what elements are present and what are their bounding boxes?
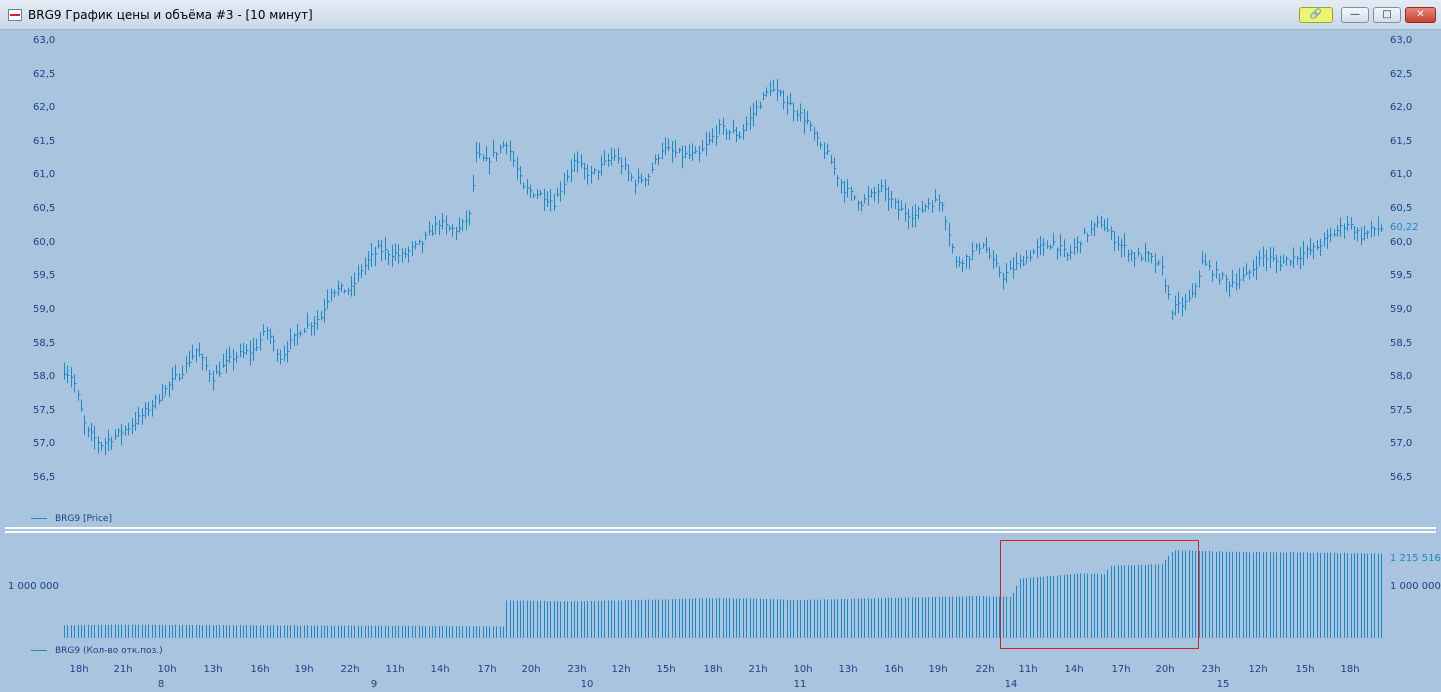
date-tick-label: 14 (1004, 679, 1018, 690)
time-tick-label: 16h (884, 664, 904, 675)
price-tick-right: 62,5 (1390, 68, 1413, 80)
price-tick-left: 58,5 (33, 337, 56, 349)
price-tick-left: 61,0 (33, 169, 56, 181)
price-tick-left: 57,0 (33, 438, 56, 450)
volume-series (64, 550, 1382, 638)
price-tick-left: 62,5 (33, 68, 56, 80)
time-tick-label: 18h (1340, 664, 1360, 675)
price-tick-left: 61,5 (33, 135, 56, 147)
time-tick-label: 17h (477, 664, 497, 675)
price-tick-right: 57,5 (1390, 404, 1413, 416)
price-tick-right: 58,0 (1390, 371, 1413, 383)
price-tick-left: 60,5 (33, 203, 56, 215)
price-tick-left: 59,5 (33, 270, 56, 282)
price-tick-right: 56,5 (1390, 472, 1413, 483)
time-tick-label: 21h (748, 664, 768, 675)
date-tick-label: 9 (370, 679, 378, 690)
close-button[interactable]: ✕ (1405, 7, 1436, 23)
time-tick-label: 14h (430, 664, 450, 675)
volume-axis-left-label: 1 000 000 (8, 581, 59, 592)
price-tick-right: 60,5 (1390, 203, 1413, 215)
price-chart[interactable] (0, 0, 1441, 530)
price-tick-left: 56,5 (33, 472, 56, 483)
time-tick-label: 15h (1295, 664, 1315, 675)
volume-max-label: 1 215 516 (1390, 553, 1441, 564)
minimize-button[interactable]: — (1341, 7, 1369, 23)
price-tick-left: 59,0 (33, 303, 56, 315)
last-price-label: 60,22 (1390, 222, 1419, 233)
legend-line (31, 518, 47, 519)
selection-rectangle[interactable] (1000, 540, 1199, 649)
time-tick-label: 12h (1248, 664, 1268, 675)
time-tick-label: 21h (113, 664, 133, 675)
time-tick-label: 11h (1018, 664, 1038, 675)
time-tick-label: 11h (385, 664, 405, 675)
time-tick-label: 13h (838, 664, 858, 675)
price-tick-right: 59,0 (1390, 303, 1413, 315)
volume-legend-label: BRG9 (Кол-во отк.поз.) (55, 646, 163, 656)
time-tick-label: 23h (567, 664, 587, 675)
title-bar: BRG9 График цены и объёма #3 - [10 минут… (0, 0, 1441, 30)
time-tick-label: 22h (975, 664, 995, 675)
volume-legend: BRG9 (Кол-во отк.поз.) (31, 646, 163, 656)
time-tick-label: 19h (294, 664, 314, 675)
time-tick-label: 17h (1111, 664, 1131, 675)
price-tick-right: 62,0 (1390, 102, 1413, 114)
time-tick-label: 12h (611, 664, 631, 675)
time-tick-label: 19h (928, 664, 948, 675)
volume-chart[interactable] (0, 530, 1441, 690)
date-tick-label: 11 (793, 679, 807, 690)
pane-splitter[interactable] (5, 527, 1436, 533)
price-legend: BRG9 [Price] (31, 514, 112, 524)
date-tick-label: 10 (580, 679, 594, 690)
link-icon[interactable]: 🔗 (1299, 7, 1333, 23)
price-series (64, 78, 1384, 455)
price-tick-right: 59,5 (1390, 270, 1413, 282)
price-tick-right: 61,5 (1390, 135, 1413, 147)
price-tick-right: 61,0 (1390, 169, 1413, 181)
maximize-button[interactable]: □ (1373, 7, 1401, 23)
price-tick-right: 63,0 (1390, 35, 1413, 46)
time-tick-label: 18h (69, 664, 89, 675)
price-tick-left: 63,0 (33, 35, 56, 46)
chart-window-icon (8, 9, 22, 21)
price-tick-right: 57,0 (1390, 438, 1413, 450)
time-tick-label: 23h (1201, 664, 1221, 675)
time-tick-label: 16h (250, 664, 270, 675)
price-legend-label: BRG9 [Price] (55, 514, 112, 524)
volume-axis-right-label: 1 000 000 (1390, 581, 1441, 592)
time-tick-label: 14h (1064, 664, 1084, 675)
time-tick-label: 18h (703, 664, 723, 675)
price-tick-right: 58,5 (1390, 337, 1413, 349)
price-tick-left: 60,0 (33, 236, 56, 248)
date-tick-label: 8 (157, 679, 165, 690)
price-tick-right: 60,0 (1390, 236, 1413, 248)
time-tick-label: 20h (1155, 664, 1175, 675)
time-tick-label: 22h (340, 664, 360, 675)
time-tick-label: 10h (157, 664, 177, 675)
legend-line (31, 650, 47, 651)
time-tick-label: 10h (793, 664, 813, 675)
price-tick-left: 62,0 (33, 102, 56, 114)
price-tick-left: 57,5 (33, 404, 56, 416)
window-title: BRG9 График цены и объёма #3 - [10 минут… (28, 8, 313, 22)
time-tick-label: 13h (203, 664, 223, 675)
price-tick-left: 58,0 (33, 371, 56, 383)
time-tick-label: 20h (521, 664, 541, 675)
time-tick-label: 15h (656, 664, 676, 675)
date-tick-label: 15 (1216, 679, 1230, 690)
